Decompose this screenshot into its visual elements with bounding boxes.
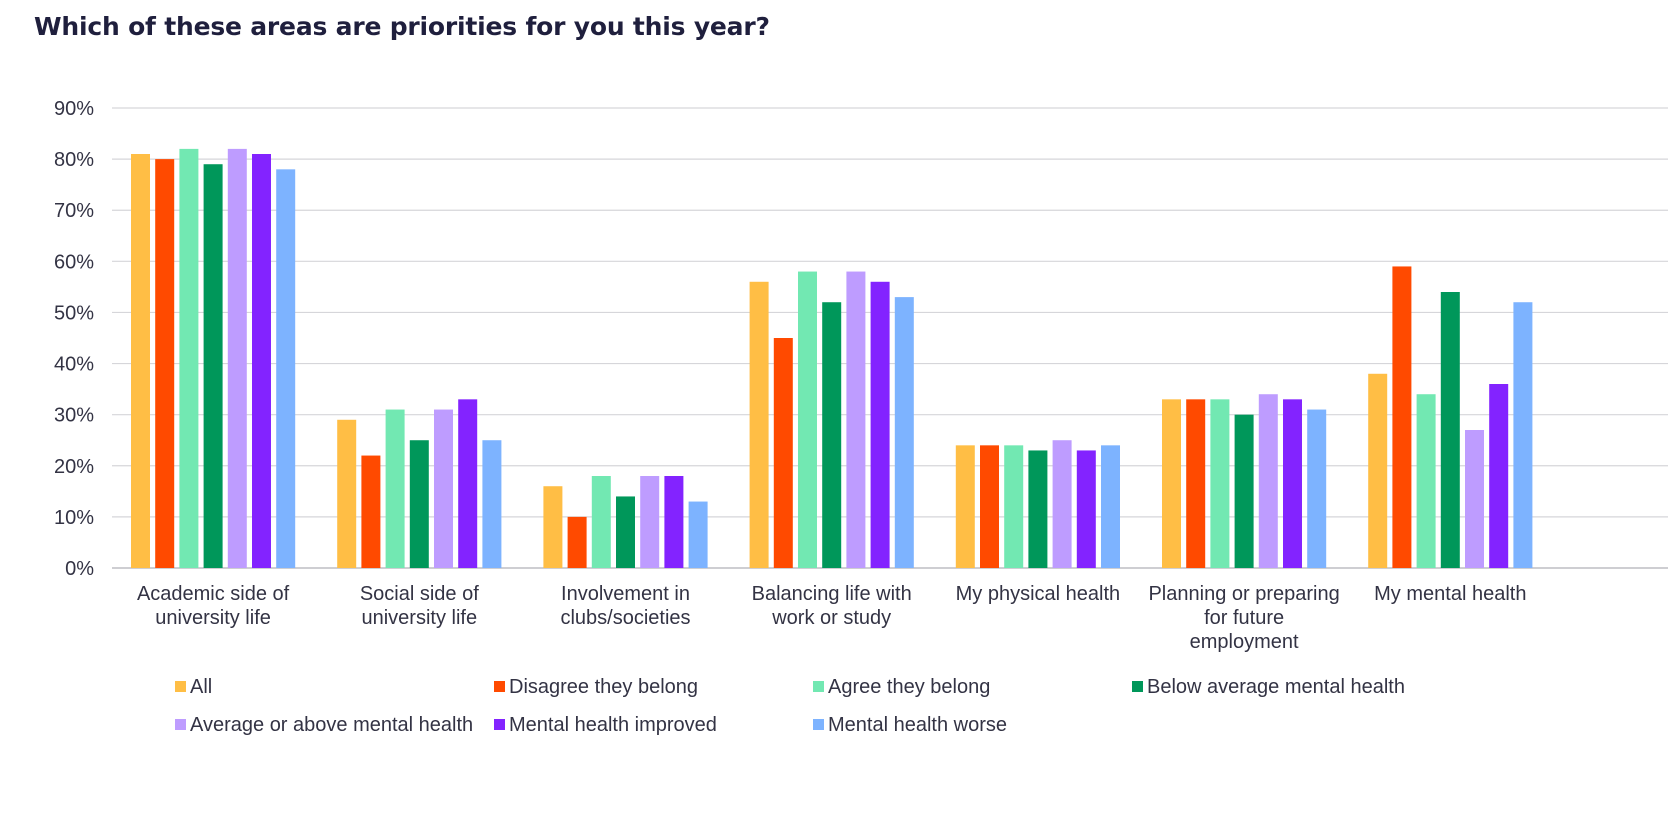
legend: All Disagree they belong Agree they belong… (175, 676, 1405, 736)
legend-item: All (175, 676, 212, 698)
bar (1392, 266, 1412, 568)
legend-item: Disagree they belong (494, 676, 698, 698)
bar (458, 399, 478, 568)
bar (749, 281, 769, 568)
legend-swatch (494, 681, 505, 692)
legend-item: Below average mental health (1132, 676, 1405, 698)
legend-item: Mental health worse (813, 714, 1007, 736)
category-label: Balancing life with work or study (752, 583, 912, 629)
bar (567, 516, 587, 568)
category-label: Involvement in clubs/societies (560, 583, 690, 629)
legend-label: Below average mental health (1147, 676, 1405, 698)
category-labels: Academic side of university life Social si… (137, 583, 1526, 653)
y-axis-ticks: 0% 10% 20% 30% 40% 50% 60% 70% 80% 90% (54, 98, 94, 580)
bar (1028, 450, 1048, 568)
bar (1368, 373, 1388, 568)
category-label: My physical health (956, 583, 1121, 605)
bar (1101, 445, 1120, 568)
bar (773, 338, 793, 568)
bar (1162, 399, 1181, 568)
y-tick-label: 70% (54, 200, 94, 222)
bar (1416, 394, 1436, 568)
bar (846, 271, 866, 568)
y-tick-label: 30% (54, 405, 94, 427)
legend-item: Agree they belong (813, 676, 990, 698)
bar (543, 486, 563, 568)
bar (203, 164, 223, 568)
legend-swatch (494, 719, 505, 730)
legend-swatch (813, 681, 824, 692)
y-tick-label: 50% (54, 302, 94, 324)
legend-swatch (813, 719, 824, 730)
bar (955, 445, 975, 568)
bar (894, 297, 914, 568)
legend-label: Agree they belong (828, 676, 990, 698)
category-label: Social side of university life (360, 583, 479, 629)
bar (179, 148, 199, 568)
bar (1489, 384, 1509, 568)
legend-swatch (175, 681, 186, 692)
bar (1307, 409, 1327, 568)
bar (1465, 430, 1484, 568)
y-tick-label: 90% (54, 98, 94, 120)
category-label: Academic side of university life (137, 583, 290, 629)
bar (1052, 440, 1072, 568)
bar (798, 271, 817, 568)
bar (252, 154, 271, 568)
bar (616, 496, 635, 568)
bar (870, 281, 890, 568)
bars (131, 148, 1533, 569)
bar (434, 409, 453, 568)
legend-label: All (190, 676, 212, 698)
bar (361, 455, 381, 568)
bar (409, 440, 429, 568)
bar (1076, 450, 1096, 568)
bar (227, 148, 247, 568)
bar (1210, 399, 1230, 568)
bar (980, 445, 999, 568)
bar (640, 476, 660, 568)
legend-label: Mental health worse (828, 714, 1007, 736)
bar (1440, 292, 1460, 568)
legend-label: Mental health improved (509, 714, 717, 736)
bar (664, 476, 684, 568)
bar (1513, 302, 1533, 568)
bar (155, 159, 175, 568)
bar (1186, 399, 1206, 568)
y-tick-label: 60% (54, 251, 94, 273)
legend-swatch (175, 719, 186, 730)
y-tick-label: 10% (54, 507, 94, 529)
chart-title: Which of these areas are priorities for … (34, 12, 770, 41)
legend-item: Average or above mental health (175, 714, 473, 736)
bar (1004, 445, 1024, 568)
legend-item: Mental health improved (494, 714, 717, 736)
legend-swatch (1132, 681, 1143, 692)
y-tick-label: 80% (54, 149, 94, 171)
legend-label: Disagree they belong (509, 676, 698, 698)
y-tick-label: 20% (54, 456, 94, 478)
category-label: Planning or preparing for future employmen… (1148, 583, 1339, 653)
bar (131, 154, 150, 568)
y-tick-label: 0% (65, 558, 94, 580)
bar (482, 440, 502, 568)
bar (591, 476, 611, 568)
bar (688, 501, 708, 568)
bar (337, 419, 357, 568)
legend-label: Average or above mental health (190, 714, 473, 736)
y-tick-label: 40% (54, 354, 94, 376)
bar (385, 409, 405, 568)
bar (1234, 414, 1254, 568)
category-label: My mental health (1374, 583, 1526, 605)
bar (1258, 394, 1278, 568)
bar (276, 169, 296, 569)
bar (1283, 399, 1302, 568)
bar (822, 302, 842, 568)
